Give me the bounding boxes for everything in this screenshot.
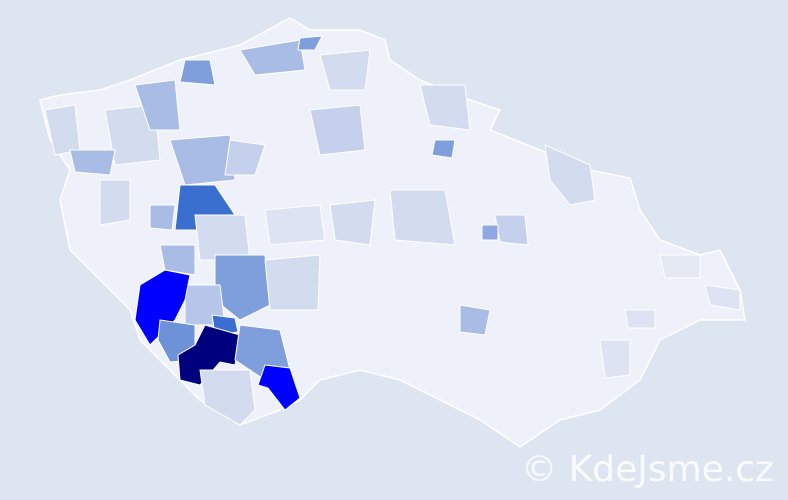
- district[interactable]: [264, 204, 326, 246]
- district[interactable]: [389, 189, 456, 246]
- district[interactable]: [494, 214, 529, 246]
- district[interactable]: [704, 284, 741, 311]
- district[interactable]: [69, 149, 116, 176]
- district[interactable]: [239, 39, 306, 76]
- district[interactable]: [599, 339, 631, 379]
- district[interactable]: [99, 179, 131, 226]
- district[interactable]: [224, 139, 266, 176]
- kdejsme-watermark: © KdeJsme.cz: [521, 449, 774, 490]
- country-outline: [39, 17, 746, 448]
- district[interactable]: [544, 144, 596, 206]
- district[interactable]: [624, 309, 656, 329]
- district-regions: [44, 35, 741, 426]
- district[interactable]: [419, 84, 471, 131]
- district[interactable]: [134, 79, 181, 131]
- district[interactable]: [329, 199, 376, 246]
- district[interactable]: [659, 254, 701, 279]
- district[interactable]: [44, 104, 81, 156]
- district[interactable]: [149, 204, 176, 231]
- district[interactable]: [264, 254, 321, 311]
- district[interactable]: [297, 35, 323, 51]
- district[interactable]: [431, 139, 456, 159]
- district[interactable]: [257, 364, 301, 411]
- district[interactable]: [194, 214, 251, 261]
- district[interactable]: [319, 49, 371, 91]
- district[interactable]: [459, 304, 491, 336]
- district[interactable]: [199, 369, 256, 426]
- district[interactable]: [169, 134, 236, 186]
- district[interactable]: [179, 59, 216, 86]
- district[interactable]: [159, 244, 196, 276]
- district[interactable]: [481, 224, 499, 241]
- district[interactable]: [309, 104, 366, 156]
